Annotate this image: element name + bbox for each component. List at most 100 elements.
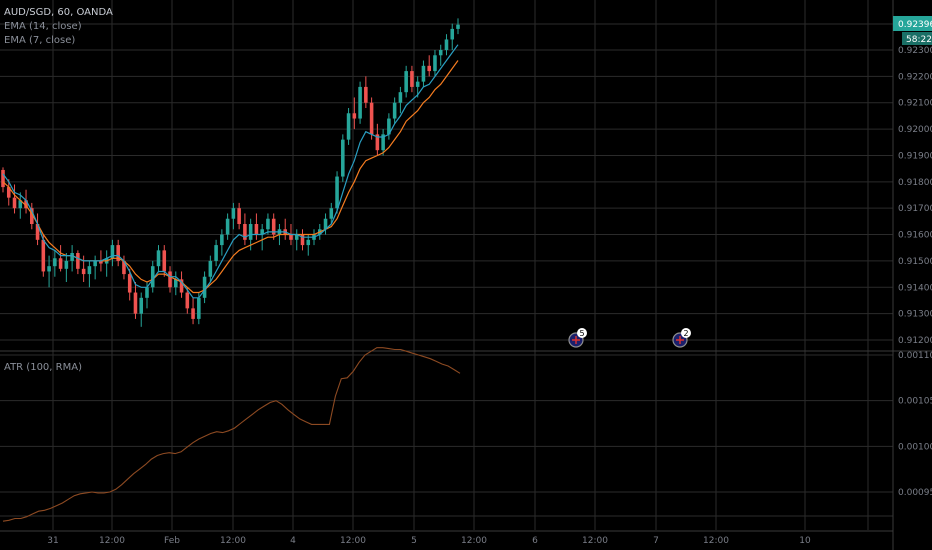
candle[interactable]: [421, 60, 426, 87]
candle[interactable]: [116, 239, 120, 267]
candle[interactable]: [231, 202, 236, 230]
candle[interactable]: [173, 271, 178, 296]
price-pane[interactable]: [1, 18, 460, 327]
candle[interactable]: [294, 229, 299, 251]
candle[interactable]: [433, 50, 437, 77]
candle[interactable]: [220, 229, 224, 256]
candle[interactable]: [185, 287, 190, 314]
ema-short-line[interactable]: [2, 44, 459, 299]
candle[interactable]: [266, 213, 270, 235]
candle[interactable]: [191, 297, 195, 325]
atr-pane[interactable]: [2, 347, 461, 522]
candle[interactable]: [404, 65, 408, 98]
candle-body: [197, 297, 201, 319]
candle[interactable]: [70, 245, 74, 272]
candle-body: [58, 258, 63, 269]
candle[interactable]: [225, 213, 230, 240]
candle[interactable]: [81, 255, 86, 282]
candle[interactable]: [260, 224, 264, 251]
candle[interactable]: [254, 213, 259, 240]
candle[interactable]: [150, 260, 155, 293]
candle-body: [150, 266, 155, 288]
candle[interactable]: [387, 113, 391, 140]
candle[interactable]: [127, 268, 132, 301]
time-axis-label: 12:00: [340, 536, 366, 546]
candle-body: [415, 81, 420, 87]
candle[interactable]: [47, 255, 51, 288]
candle[interactable]: [179, 271, 184, 298]
candle[interactable]: [93, 255, 97, 280]
candle[interactable]: [300, 229, 305, 251]
candle[interactable]: [243, 213, 247, 246]
countdown-label: 58:22: [906, 35, 932, 45]
candle[interactable]: [6, 179, 11, 206]
candle[interactable]: [18, 192, 23, 219]
candle[interactable]: [110, 239, 115, 267]
symbol-title[interactable]: AUD/SGD, 60, OANDA: [4, 7, 113, 18]
ema-short-legend[interactable]: EMA (7, close): [4, 35, 76, 46]
candle[interactable]: [30, 202, 34, 230]
candle[interactable]: [12, 184, 17, 214]
candle[interactable]: [323, 213, 328, 235]
axes[interactable]: 0.92300 0.92200 0.92100 0.92000 0.91900 0.918…: [47, 16, 932, 546]
candle[interactable]: [41, 234, 46, 277]
candle[interactable]: [392, 97, 397, 124]
candle-body: [433, 55, 437, 72]
candle[interactable]: [139, 292, 144, 327]
candle[interactable]: [456, 18, 460, 35]
candle[interactable]: [237, 202, 241, 230]
candle-body: [145, 287, 149, 298]
ema-long-legend[interactable]: EMA (14, close): [4, 21, 82, 32]
candle[interactable]: [53, 250, 57, 277]
candle-body: [421, 65, 426, 82]
candle[interactable]: [156, 245, 161, 272]
time-axis-label: 12:00: [703, 536, 729, 546]
candle[interactable]: [369, 97, 374, 140]
candle[interactable]: [208, 255, 213, 282]
candle[interactable]: [271, 213, 276, 240]
candle[interactable]: [64, 253, 69, 282]
candle[interactable]: [202, 271, 207, 304]
candle[interactable]: [364, 76, 368, 108]
atr-axis-label: 0.00110: [898, 351, 932, 361]
candle[interactable]: [375, 123, 380, 156]
candle[interactable]: [306, 234, 311, 256]
candle[interactable]: [283, 218, 288, 240]
candle[interactable]: [133, 282, 138, 319]
candle[interactable]: [329, 202, 334, 224]
candle[interactable]: [438, 44, 443, 66]
atr-line[interactable]: [2, 347, 461, 522]
candle[interactable]: [341, 134, 345, 182]
candle[interactable]: [381, 129, 385, 156]
candle-body: [139, 297, 144, 314]
candle-body: [24, 200, 28, 209]
candle[interactable]: [398, 86, 403, 114]
event-marker[interactable]: 2: [672, 328, 691, 348]
time-axis-label: 12:00: [220, 536, 246, 546]
candle[interactable]: [444, 34, 449, 56]
candle[interactable]: [168, 266, 172, 293]
event-marker[interactable]: 5: [568, 328, 587, 348]
candle[interactable]: [352, 97, 357, 130]
candle[interactable]: [35, 213, 40, 246]
candle[interactable]: [122, 255, 126, 280]
candle[interactable]: [358, 81, 362, 124]
candle[interactable]: [87, 260, 92, 288]
candle[interactable]: [450, 23, 455, 50]
candle[interactable]: [76, 250, 80, 275]
candle[interactable]: [346, 108, 351, 145]
candle-body: [306, 239, 311, 246]
atr-legend[interactable]: ATR (100, RMA): [4, 362, 82, 373]
candle-body: [231, 208, 236, 219]
candle[interactable]: [427, 55, 431, 77]
candle[interactable]: [58, 245, 63, 272]
candle[interactable]: [410, 65, 414, 93]
candle-body: [110, 245, 115, 259]
candle[interactable]: [1, 167, 5, 193]
candle[interactable]: [335, 171, 339, 214]
candle[interactable]: [214, 239, 218, 267]
candle[interactable]: [104, 250, 109, 277]
